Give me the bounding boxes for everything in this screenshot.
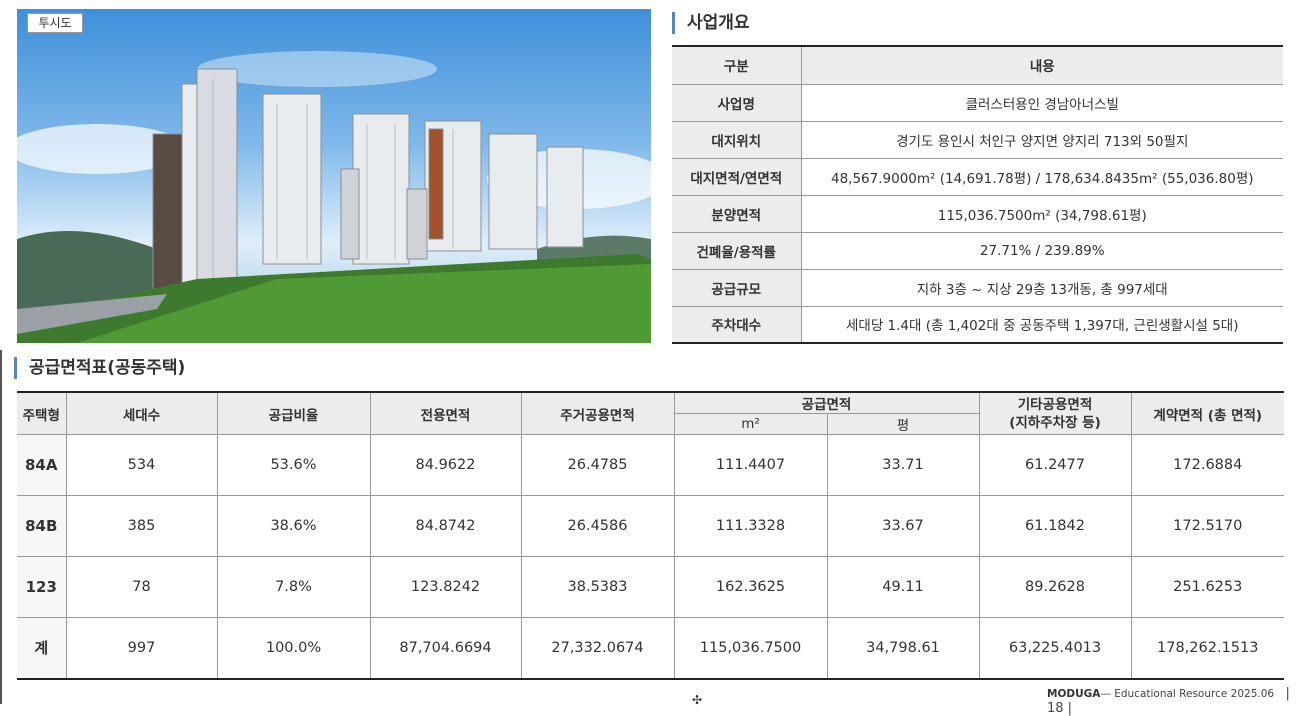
header-exclusive: 전용면적	[369, 392, 522, 435]
apartment-rendering	[17, 51, 651, 343]
table-cell: 63,225.4013	[978, 617, 1132, 679]
table-cell: 162.3625	[673, 556, 828, 618]
table-cell: 178,262.1513	[1130, 617, 1284, 679]
table-cell: 111.3328	[673, 495, 828, 557]
table-cell: 49.11	[826, 556, 980, 618]
table-row: 대지위치 경기도 용인시 처인구 양지면 양지리 713외 50필지	[672, 121, 1283, 159]
table-cell: 61.1842	[978, 495, 1132, 557]
table-row: 건폐율/용적률 27.71% / 239.89%	[672, 232, 1283, 270]
table-cell: 84.9622	[369, 434, 522, 496]
table-row: 사업명 클러스터용인 경남아너스빌	[672, 84, 1283, 122]
table-cell: 123.8242	[369, 556, 522, 618]
header-common: 주거공용면적	[520, 392, 675, 435]
table-cell: 26.4586	[520, 495, 675, 557]
header-supply: 공급면적	[673, 392, 980, 414]
table-row: 84A 534 53.6% 84.9622 26.4785 111.4407 33.71 61…	[17, 434, 1284, 496]
overview-table: 구분 내용 사업명 클러스터용인 경남아너스빌 대지위치 경기도 용인시 처인구 양지…	[672, 45, 1283, 344]
header-units: 세대수	[65, 392, 218, 435]
housing-type-cell: 84B	[17, 495, 67, 557]
table-row: 123 78 7.8% 123.8242 38.5383 162.3625 49.11 89.…	[17, 556, 1284, 618]
footer-brand: MODUGA	[1047, 688, 1101, 700]
header-supply-m2: m²	[674, 413, 828, 435]
table-cell: 38.6%	[216, 495, 371, 557]
housing-type-cell: 123	[17, 556, 67, 618]
overview-title: 사업개요	[672, 12, 750, 34]
header-supply-pyeong: 평	[826, 413, 979, 435]
table-cell: 172.5170	[1130, 495, 1284, 557]
table-cell: 61.2477	[978, 434, 1132, 496]
supply-title: 공급면적표(공동주택)	[14, 357, 185, 379]
table-cell: 89.2628	[978, 556, 1132, 618]
header-ratio: 공급비율	[216, 392, 371, 435]
table-cell: 111.4407	[673, 434, 828, 496]
row-value: 115,036.7500m² (34,798.61평)	[801, 195, 1283, 233]
table-cell: 251.6253	[1130, 556, 1284, 618]
table-cell: 78	[65, 556, 218, 618]
table-cell: 33.67	[826, 495, 980, 557]
row-label: 대지위치	[672, 121, 802, 159]
table-row: 84B 385 38.6% 84.8742 26.4586 111.3328 33.67 61…	[17, 495, 1284, 557]
table-header-row: 주택형 세대수 공급비율 전용면적 주거공용면적 공급면적 기타공용면적 (지하…	[17, 392, 1284, 435]
header-content: 내용	[801, 46, 1283, 85]
perspective-rendering-image: 투시도	[17, 9, 651, 343]
table-row: 주차대수 세대당 1.4대 (총 1,402대 중 공동주택 1,397대, 근린…	[672, 306, 1283, 343]
table-header-row: 구분 내용	[672, 46, 1283, 85]
row-label: 공급규모	[672, 269, 802, 307]
header-contract: 계약면적 (총 면적)	[1130, 392, 1284, 435]
table-cell: 38.5383	[520, 556, 675, 618]
row-value: 48,567.9000m² (14,691.78평) / 178,634.843…	[801, 158, 1283, 196]
row-label: 주차대수	[672, 306, 802, 343]
cursor-icon: ✣	[692, 693, 703, 707]
footer-text: — Educational Resource 2025.06	[1100, 688, 1275, 700]
table-cell: 26.4785	[520, 434, 675, 496]
housing-type-cell: 84A	[17, 434, 67, 496]
table-cell: 172.6884	[1130, 434, 1284, 496]
table-cell: 115,036.7500	[673, 617, 828, 679]
header-other: 기타공용면적 (지하주차장 등)	[978, 392, 1132, 435]
housing-type-cell: 계	[17, 617, 67, 679]
table-subheader-row: m² 평	[17, 413, 1284, 435]
table-cell: 7.8%	[216, 556, 371, 618]
table-cell: 27,332.0674	[520, 617, 675, 679]
table-cell: 33.71	[826, 434, 980, 496]
header-category: 구분	[672, 46, 802, 85]
table-cell: 534	[65, 434, 218, 496]
row-label: 건폐율/용적률	[672, 232, 802, 270]
table-cell: 100.0%	[216, 617, 371, 679]
row-label: 사업명	[672, 84, 802, 122]
supply-area-table: 주택형 세대수 공급비율 전용면적 주거공용면적 공급면적 기타공용면적 (지하…	[17, 391, 1284, 680]
page-edge-line	[0, 350, 2, 704]
table-cell: 84.8742	[369, 495, 522, 557]
row-value: 경기도 용인시 처인구 양지면 양지리 713외 50필지	[801, 121, 1283, 159]
header-type: 주택형	[17, 392, 67, 435]
table-row: 계 997 100.0% 87,704.6694 27,332.0674 115,036.…	[17, 617, 1284, 679]
row-label: 대지면적/연면적	[672, 158, 802, 196]
table-cell: 385	[65, 495, 218, 557]
row-label: 분양면적	[672, 195, 802, 233]
table-cell: 87,704.6694	[369, 617, 522, 679]
table-row: 공급규모 지하 3층 ~ 지상 29층 13개동, 총 997세대	[672, 269, 1283, 307]
row-value: 지하 3층 ~ 지상 29층 13개동, 총 997세대	[801, 269, 1283, 307]
row-value: 클러스터용인 경남아너스빌	[801, 84, 1283, 122]
table-cell: 34,798.61	[826, 617, 980, 679]
footer: MODUGA— Educational Resource 2025.06 | 1…	[1047, 686, 1300, 716]
table-row: 분양면적 115,036.7500m² (34,798.61평)	[672, 195, 1283, 233]
row-value: 세대당 1.4대 (총 1,402대 중 공동주택 1,397대, 근린생활시설…	[846, 318, 1239, 335]
table-cell: 53.6%	[216, 434, 371, 496]
row-value: 27.71% / 239.89%	[801, 232, 1283, 270]
table-cell: 997	[65, 617, 218, 679]
table-row: 대지면적/연면적 48,567.9000m² (14,691.78평) / 178…	[672, 158, 1283, 196]
image-label: 투시도	[27, 13, 83, 33]
